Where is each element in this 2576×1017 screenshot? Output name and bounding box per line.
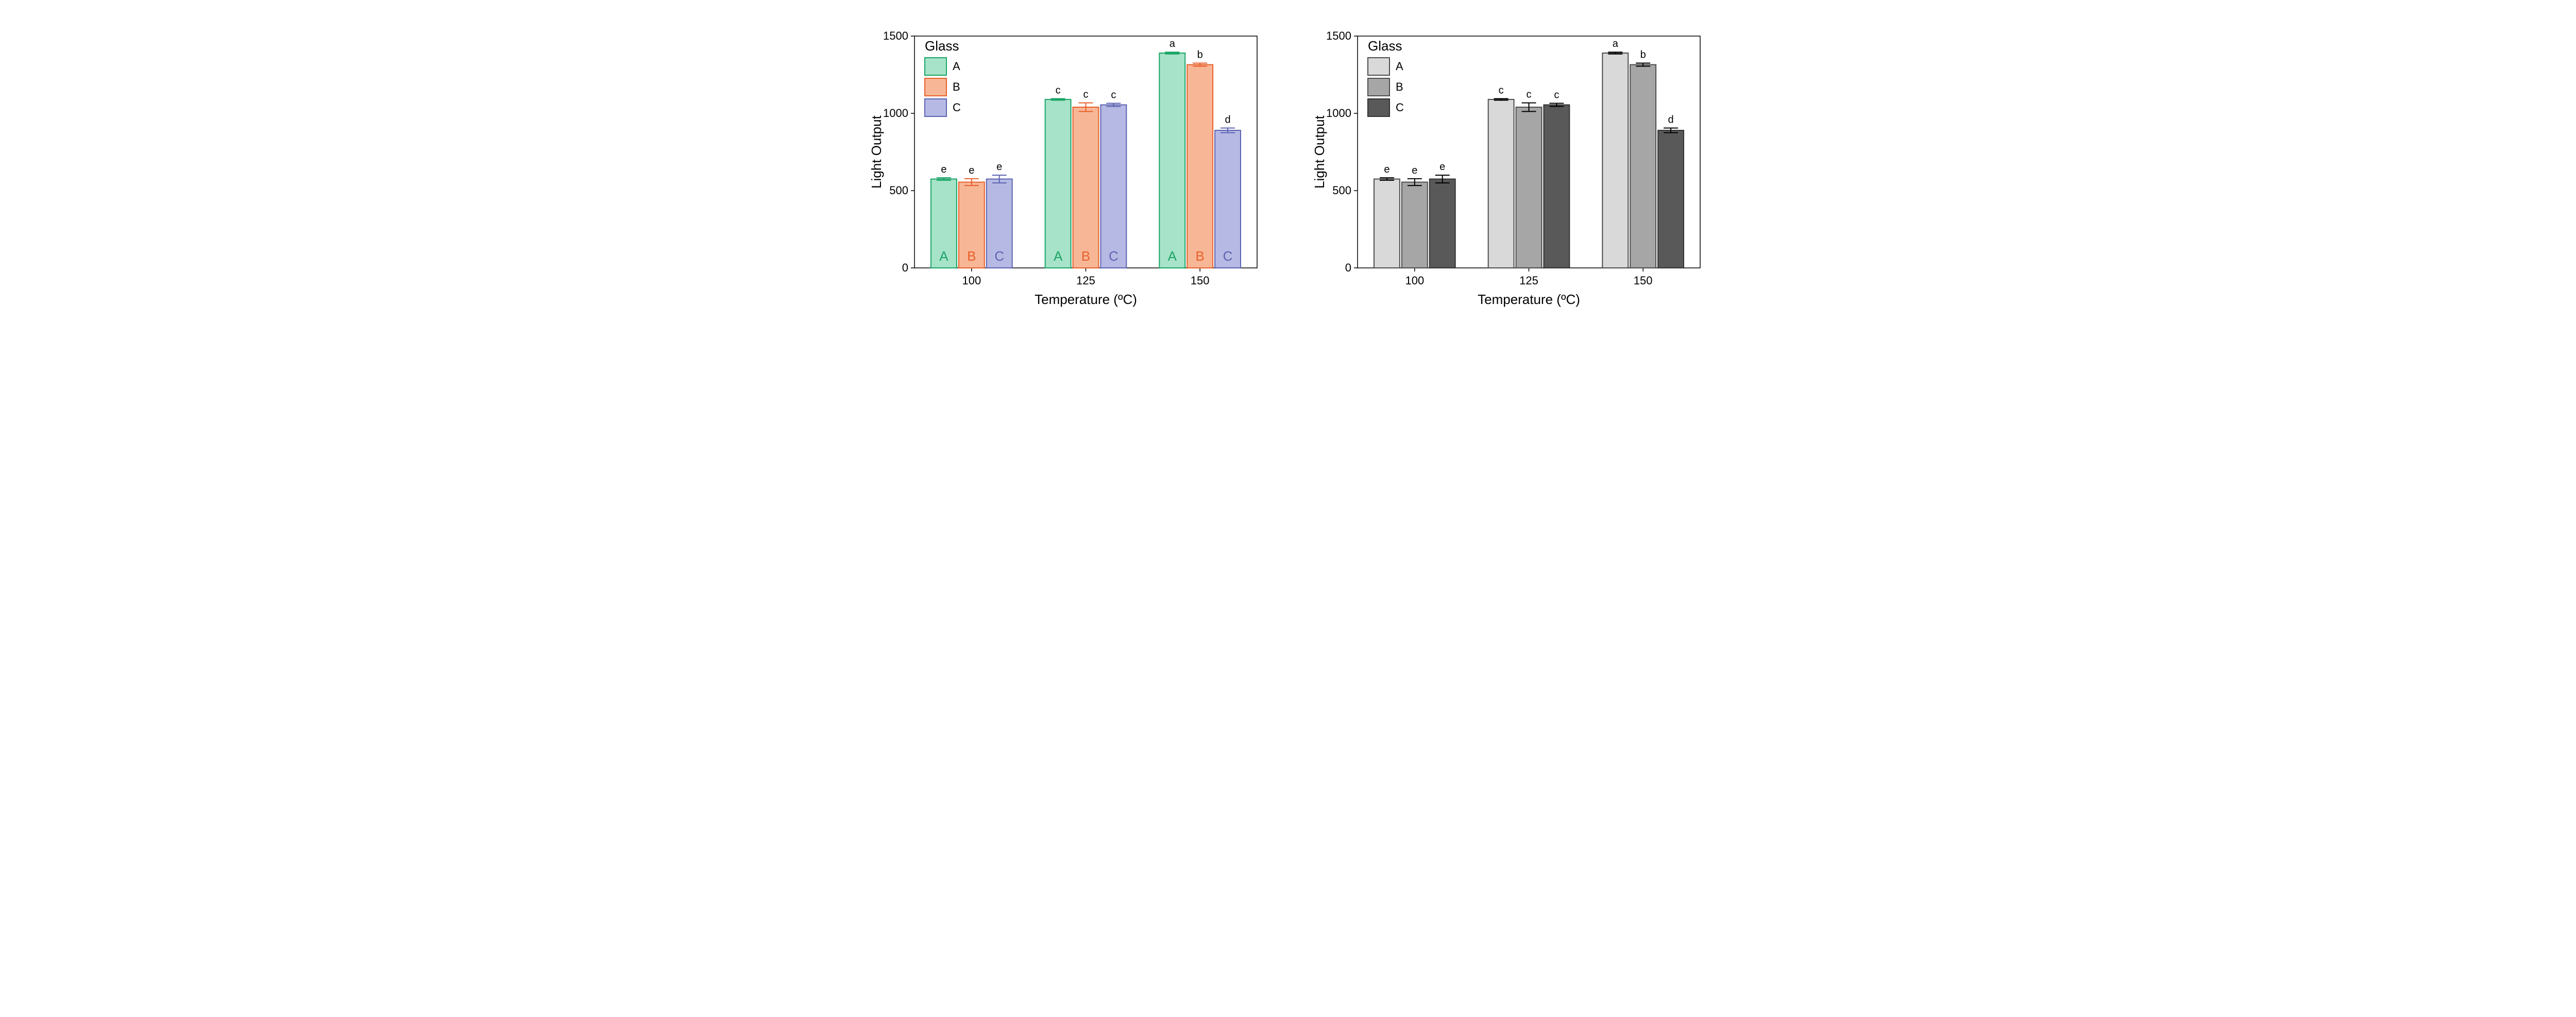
significance-letter: a xyxy=(1613,38,1619,49)
significance-letter: e xyxy=(1384,164,1389,175)
bar-150-C xyxy=(1215,130,1241,268)
legend-label-B: B xyxy=(953,80,960,93)
significance-letter: c xyxy=(1083,89,1089,100)
significance-letter: d xyxy=(1668,114,1673,126)
chart-svg-color: 0 500 1000 1500 Light Output 100 e Ae Be C 125 c Ac B… xyxy=(866,21,1267,319)
y-tick-label: 500 xyxy=(1332,184,1351,197)
panel-color: 0 500 1000 1500 Light Output 100 e Ae Be C 125 c Ac B… xyxy=(866,21,1267,319)
bar-100-C xyxy=(1430,179,1455,268)
legend-label-A: A xyxy=(953,60,960,73)
in-bar-series-label: C xyxy=(994,248,1004,264)
bar-125-A xyxy=(1488,99,1514,268)
y-tick-label: 500 xyxy=(889,184,908,197)
y-tick-label: 0 xyxy=(1345,261,1351,274)
significance-letter: c xyxy=(1499,85,1504,96)
y-tick-label: 1000 xyxy=(1326,107,1351,120)
panel-grey: 0 500 1000 1500 Light Output 100 e e e 125 c c c 150 a… xyxy=(1309,21,1710,319)
significance-letter: e xyxy=(996,161,1002,173)
legend-title: Glass xyxy=(1368,38,1402,54)
y-axis-label: Light Output xyxy=(1312,115,1327,188)
y-tick-label: 1500 xyxy=(883,29,908,42)
x-axis-label: Temperature (ºC) xyxy=(1478,292,1580,307)
chart-svg-grey: 0 500 1000 1500 Light Output 100 e e e 125 c c c 150 a… xyxy=(1309,21,1710,319)
legend-title: Glass xyxy=(925,38,959,54)
significance-letter: c xyxy=(1111,90,1116,101)
in-bar-series-label: A xyxy=(1168,248,1177,264)
bar-100-B xyxy=(1402,182,1428,268)
significance-letter: b xyxy=(1640,49,1646,61)
figure-row: 050010001500Light Output100eAeBeC125cAcB… xyxy=(0,0,2576,340)
y-tick-label: 0 xyxy=(902,261,908,274)
in-bar-series-label: B xyxy=(1081,248,1090,264)
in-bar-series-label: B xyxy=(1195,248,1204,264)
bar-150-B xyxy=(1187,65,1213,268)
x-tick-label: 100 xyxy=(1405,274,1424,287)
x-tick-label: 100 xyxy=(962,274,981,287)
bar-125-C xyxy=(1100,105,1126,268)
bar-100-A xyxy=(1374,179,1400,268)
bar-150-B xyxy=(1630,65,1656,268)
in-bar-series-label: A xyxy=(939,248,948,264)
y-tick-label: 1500 xyxy=(1326,29,1351,42)
significance-letter: c xyxy=(1056,85,1061,96)
significance-letter: c xyxy=(1527,89,1532,100)
bar-150-A xyxy=(1602,53,1628,268)
legend-swatch-C xyxy=(1368,99,1389,116)
significance-letter: d xyxy=(1225,114,1230,126)
legend-swatch-C xyxy=(925,99,946,116)
y-tick-label: 1000 xyxy=(883,107,908,120)
significance-letter: b xyxy=(1197,49,1203,61)
bar-125-A xyxy=(1045,99,1071,268)
x-tick-label: 125 xyxy=(1076,274,1095,287)
bar-125-B xyxy=(1516,107,1542,268)
bar-150-A xyxy=(1159,53,1185,268)
legend-swatch-A xyxy=(1368,58,1389,75)
bar-150-C xyxy=(1658,130,1684,268)
legend-label-B: B xyxy=(1396,80,1403,93)
bar-125-C xyxy=(1544,105,1569,268)
significance-letter: e xyxy=(941,164,946,175)
x-axis-label: Temperature (ºC) xyxy=(1035,292,1137,307)
x-tick-label: 125 xyxy=(1519,274,1538,287)
in-bar-series-label: A xyxy=(1054,248,1063,264)
legend-label-C: C xyxy=(953,101,961,114)
significance-letter: e xyxy=(969,165,974,176)
significance-letter: e xyxy=(1412,165,1417,176)
legend-swatch-A xyxy=(925,58,946,75)
significance-letter: e xyxy=(1439,161,1445,173)
in-bar-series-label: C xyxy=(1223,248,1233,264)
bar-125-B xyxy=(1073,107,1099,268)
legend-label-A: A xyxy=(1396,60,1403,73)
in-bar-series-label: B xyxy=(967,248,976,264)
legend-label-C: C xyxy=(1396,101,1404,114)
x-tick-label: 150 xyxy=(1634,274,1653,287)
significance-letter: c xyxy=(1554,90,1559,101)
x-tick-label: 150 xyxy=(1191,274,1210,287)
in-bar-series-label: C xyxy=(1109,248,1118,264)
y-axis-label: Light Output xyxy=(869,115,884,188)
significance-letter: a xyxy=(1170,38,1176,49)
legend-swatch-B xyxy=(925,78,946,96)
legend-swatch-B xyxy=(1368,78,1389,96)
